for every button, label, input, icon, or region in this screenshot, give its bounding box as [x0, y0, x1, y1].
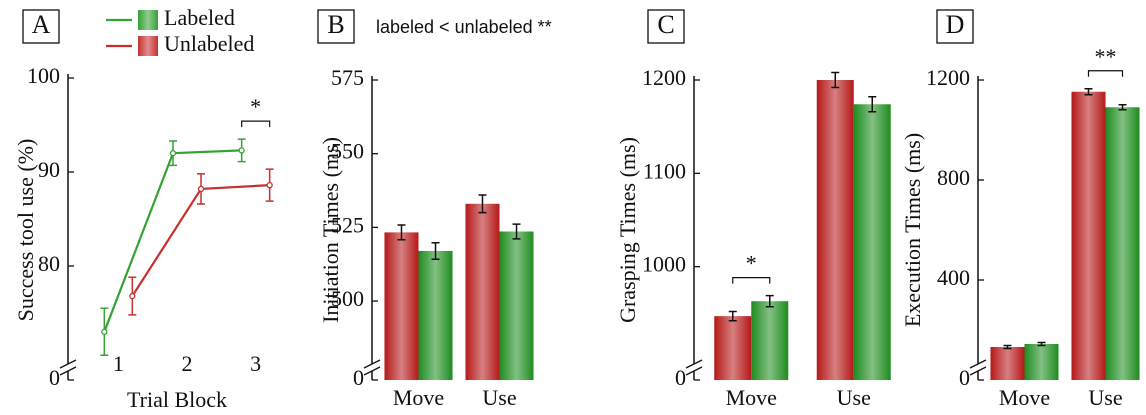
error-bar	[868, 96, 877, 113]
line	[103, 149, 242, 333]
error-bar	[1084, 88, 1093, 96]
error-bar	[397, 224, 406, 241]
x-tick-label: Move	[393, 385, 444, 410]
point	[129, 292, 136, 300]
y-tick-label: 500	[331, 286, 364, 311]
error-bar	[1118, 104, 1127, 111]
bar	[816, 80, 854, 380]
axis-break	[59, 366, 77, 376]
y-axis-title: Execution Times (ms)	[900, 133, 925, 327]
panel-label-box	[936, 9, 974, 44]
axis-break	[363, 366, 381, 376]
axis-break-gap	[975, 364, 981, 371]
panel-label: A	[32, 10, 51, 39]
axis-break	[59, 359, 77, 369]
significance-bracket	[241, 120, 271, 128]
panel-note: labeled < unlabeled **	[376, 17, 552, 37]
bar	[499, 231, 534, 380]
y-tick-label: 550	[331, 139, 364, 164]
error-bar	[765, 294, 774, 308]
error-bar	[1003, 344, 1012, 350]
legend-label: Labeled	[164, 5, 235, 30]
x-tick-label: Move	[999, 385, 1050, 410]
axis-break-gap	[369, 364, 375, 371]
axis-break-gap	[691, 364, 697, 371]
point	[101, 328, 108, 335]
x-tick-label: Use	[837, 385, 871, 410]
y-tick-label: 1000	[642, 252, 686, 277]
point	[197, 185, 205, 193]
y-tick-label: 800	[937, 165, 970, 190]
significance-label: **	[1095, 44, 1117, 69]
panel-label: B	[327, 10, 344, 39]
y-tick-label: 400	[937, 265, 970, 290]
panel-label-box	[647, 9, 685, 44]
error-bar	[1037, 341, 1046, 347]
x-tick-label: 3	[250, 351, 261, 376]
panel-label-box	[317, 9, 355, 44]
bar	[853, 104, 891, 381]
bar	[1071, 91, 1106, 380]
axis-break-gap	[65, 364, 71, 371]
legend-label: Unlabeled	[164, 31, 254, 56]
panel-label: C	[657, 10, 674, 39]
bar	[751, 301, 789, 380]
axis-break	[685, 359, 703, 369]
bar	[1024, 344, 1059, 380]
y-tick-label: 1200	[642, 65, 686, 90]
bar	[418, 250, 453, 380]
point	[169, 150, 177, 157]
y-tick-label: 1100	[643, 158, 686, 183]
point	[238, 147, 245, 154]
y-tick-label: 80	[38, 251, 60, 276]
y-tick-label: 0	[675, 365, 686, 390]
x-tick-label: 1	[113, 351, 124, 376]
axis-break	[969, 359, 987, 369]
y-tick-label: 100	[27, 63, 60, 88]
y-axis-title: Initiation Times (ms)	[318, 137, 343, 323]
x-tick-label: Use	[482, 385, 516, 410]
bar	[465, 203, 500, 380]
error-bar	[478, 194, 487, 214]
error-bar	[728, 310, 737, 322]
legend-swatch	[138, 10, 158, 30]
significance-label: *	[250, 94, 261, 119]
x-tick-label: Use	[1088, 385, 1122, 410]
y-tick-label: 90	[38, 157, 60, 182]
y-tick-label: 0	[959, 365, 970, 390]
significance-label: *	[746, 251, 757, 276]
y-tick-label: 0	[353, 365, 364, 390]
y-tick-label: 575	[331, 65, 364, 90]
axis-break	[969, 366, 987, 376]
y-tick-label: 0	[49, 365, 60, 390]
y-tick-label: 525	[331, 212, 364, 237]
point	[266, 182, 273, 189]
y-axis-title: Success tool use (%)	[13, 139, 38, 322]
y-axis-title: Grasping Times (ms)	[615, 137, 640, 323]
panel-label: D	[946, 10, 965, 39]
bar	[990, 347, 1025, 380]
panel-label-box	[22, 9, 60, 44]
bar	[714, 316, 752, 380]
axis-break	[363, 359, 381, 369]
bar	[384, 232, 419, 380]
legend-swatch	[138, 36, 158, 56]
significance-bracket	[1087, 70, 1124, 77]
bar	[1105, 107, 1140, 380]
error-bar	[431, 241, 440, 260]
error-bar	[831, 71, 840, 89]
x-tick-label: Move	[726, 385, 777, 410]
x-tick-label: 2	[182, 351, 193, 376]
significance-bracket	[732, 277, 771, 284]
error-bar	[512, 223, 521, 240]
x-axis-title: Trial Block	[127, 387, 227, 412]
axis-break	[685, 366, 703, 376]
y-tick-label: 1200	[926, 65, 970, 90]
